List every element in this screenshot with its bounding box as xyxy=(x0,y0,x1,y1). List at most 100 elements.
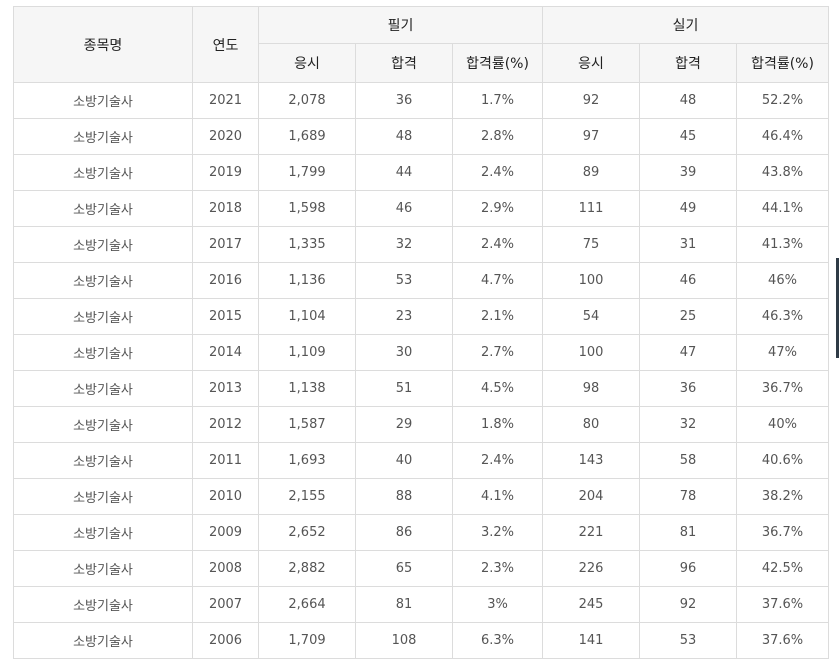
cell-year: 2014 xyxy=(192,334,259,371)
cell-written-passed: 86 xyxy=(355,514,453,551)
cell-practical-passed: 25 xyxy=(639,298,737,335)
cell-written-passed: 36 xyxy=(355,82,453,119)
header-written-applicants: 응시 xyxy=(258,43,356,83)
cell-year: 2009 xyxy=(192,514,259,551)
header-practical-exam: 실기 xyxy=(542,6,829,44)
cell-practical-pass-rate: 40% xyxy=(736,406,829,443)
cell-practical-applicants: 226 xyxy=(542,550,640,587)
table-row: 소방기술사 2020 1,689 48 2.8% 97 45 46.4% xyxy=(13,118,829,155)
cell-written-pass-rate: 4.7% xyxy=(452,262,543,299)
cell-practical-applicants: 141 xyxy=(542,622,640,659)
cell-year: 2011 xyxy=(192,442,259,479)
cell-practical-pass-rate: 42.5% xyxy=(736,550,829,587)
cell-practical-pass-rate: 43.8% xyxy=(736,154,829,191)
cell-written-applicants: 1,799 xyxy=(258,154,356,191)
cell-practical-applicants: 54 xyxy=(542,298,640,335)
cell-written-applicants: 1,598 xyxy=(258,190,356,227)
cell-practical-applicants: 221 xyxy=(542,514,640,551)
cell-practical-applicants: 80 xyxy=(542,406,640,443)
cell-written-pass-rate: 6.3% xyxy=(452,622,543,659)
cell-year: 2020 xyxy=(192,118,259,155)
table-row: 소방기술사 2008 2,882 65 2.3% 226 96 42.5% xyxy=(13,550,829,587)
cell-subject: 소방기술사 xyxy=(13,118,193,155)
header-practical-applicants: 응시 xyxy=(542,43,640,83)
cell-written-passed: 44 xyxy=(355,154,453,191)
table-header: 종목명 연도 필기 실기 응시 합격 합격률(%) 응시 합격 합격률(%) xyxy=(13,6,829,83)
cell-written-applicants: 2,882 xyxy=(258,550,356,587)
cell-practical-passed: 58 xyxy=(639,442,737,479)
cell-practical-pass-rate: 47% xyxy=(736,334,829,371)
cell-written-applicants: 1,693 xyxy=(258,442,356,479)
cell-practical-applicants: 100 xyxy=(542,334,640,371)
cell-practical-passed: 36 xyxy=(639,370,737,407)
cell-written-pass-rate: 2.8% xyxy=(452,118,543,155)
cell-practical-pass-rate: 36.7% xyxy=(736,514,829,551)
table-row: 소방기술사 2021 2,078 36 1.7% 92 48 52.2% xyxy=(13,82,829,119)
cell-subject: 소방기술사 xyxy=(13,226,193,263)
table-row: 소방기술사 2014 1,109 30 2.7% 100 47 47% xyxy=(13,334,829,371)
cell-practical-applicants: 98 xyxy=(542,370,640,407)
cell-practical-passed: 45 xyxy=(639,118,737,155)
table-row: 소방기술사 2016 1,136 53 4.7% 100 46 46% xyxy=(13,262,829,299)
cell-practical-passed: 31 xyxy=(639,226,737,263)
header-written-passed: 합격 xyxy=(355,43,453,83)
cell-subject: 소방기술사 xyxy=(13,514,193,551)
cell-practical-pass-rate: 36.7% xyxy=(736,370,829,407)
cell-practical-passed: 48 xyxy=(639,82,737,119)
cell-written-applicants: 1,138 xyxy=(258,370,356,407)
cell-written-pass-rate: 2.4% xyxy=(452,442,543,479)
cell-practical-pass-rate: 52.2% xyxy=(736,82,829,119)
table-row: 소방기술사 2018 1,598 46 2.9% 111 49 44.1% xyxy=(13,190,829,227)
cell-written-pass-rate: 2.1% xyxy=(452,298,543,335)
cell-written-pass-rate: 3% xyxy=(452,586,543,623)
cell-practical-passed: 47 xyxy=(639,334,737,371)
scrollbar-thumb[interactable] xyxy=(836,258,839,358)
cell-subject: 소방기술사 xyxy=(13,154,193,191)
cell-written-passed: 53 xyxy=(355,262,453,299)
cell-subject: 소방기술사 xyxy=(13,82,193,119)
cell-subject: 소방기술사 xyxy=(13,370,193,407)
cell-subject: 소방기술사 xyxy=(13,262,193,299)
cell-practical-applicants: 89 xyxy=(542,154,640,191)
cell-year: 2007 xyxy=(192,586,259,623)
cell-written-passed: 46 xyxy=(355,190,453,227)
cell-subject: 소방기술사 xyxy=(13,442,193,479)
cell-written-applicants: 1,136 xyxy=(258,262,356,299)
cell-practical-pass-rate: 41.3% xyxy=(736,226,829,263)
table-row: 소방기술사 2011 1,693 40 2.4% 143 58 40.6% xyxy=(13,442,829,479)
cell-subject: 소방기술사 xyxy=(13,190,193,227)
cell-year: 2017 xyxy=(192,226,259,263)
table-row: 소방기술사 2012 1,587 29 1.8% 80 32 40% xyxy=(13,406,829,443)
cell-subject: 소방기술사 xyxy=(13,406,193,443)
cell-practical-pass-rate: 38.2% xyxy=(736,478,829,515)
cell-subject: 소방기술사 xyxy=(13,298,193,335)
cell-year: 2006 xyxy=(192,622,259,659)
cell-written-pass-rate: 2.4% xyxy=(452,226,543,263)
cell-year: 2019 xyxy=(192,154,259,191)
cell-written-applicants: 1,587 xyxy=(258,406,356,443)
cell-practical-applicants: 97 xyxy=(542,118,640,155)
cell-practical-passed: 92 xyxy=(639,586,737,623)
cell-written-passed: 23 xyxy=(355,298,453,335)
header-written-pass-rate: 합격률(%) xyxy=(452,43,543,83)
cell-written-applicants: 2,652 xyxy=(258,514,356,551)
cell-practical-pass-rate: 46.4% xyxy=(736,118,829,155)
cell-year: 2010 xyxy=(192,478,259,515)
cell-practical-passed: 53 xyxy=(639,622,737,659)
cell-written-applicants: 1,709 xyxy=(258,622,356,659)
cell-practical-passed: 46 xyxy=(639,262,737,299)
cell-written-applicants: 2,078 xyxy=(258,82,356,119)
table-row: 소방기술사 2017 1,335 32 2.4% 75 31 41.3% xyxy=(13,226,829,263)
cell-written-pass-rate: 2.3% xyxy=(452,550,543,587)
cell-written-applicants: 1,335 xyxy=(258,226,356,263)
cell-practical-applicants: 204 xyxy=(542,478,640,515)
cell-written-applicants: 2,664 xyxy=(258,586,356,623)
table-row: 소방기술사 2007 2,664 81 3% 245 92 37.6% xyxy=(13,586,829,623)
table-row: 소방기술사 2019 1,799 44 2.4% 89 39 43.8% xyxy=(13,154,829,191)
table-row: 소방기술사 2015 1,104 23 2.1% 54 25 46.3% xyxy=(13,298,829,335)
header-practical-passed: 합격 xyxy=(639,43,737,83)
cell-written-passed: 32 xyxy=(355,226,453,263)
cell-written-pass-rate: 2.4% xyxy=(452,154,543,191)
header-subject: 종목명 xyxy=(13,6,193,83)
